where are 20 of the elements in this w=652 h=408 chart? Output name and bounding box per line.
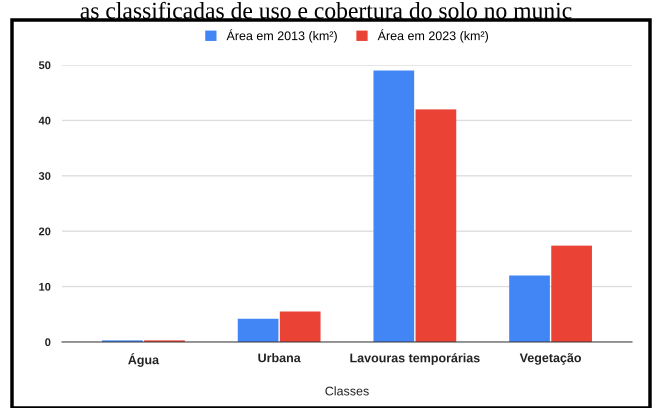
bar: [238, 318, 278, 342]
y-tick-label: 50: [38, 61, 50, 70]
x-tick-label: Água: [128, 353, 160, 367]
bar: [551, 246, 592, 342]
x-tick-label: Vegetação: [520, 353, 582, 365]
y-tick-label: 0: [45, 338, 50, 346]
y-tick-label: 20: [38, 227, 50, 236]
y-tick-label: 10: [39, 282, 50, 291]
bar: [280, 312, 321, 342]
bar: [373, 70, 414, 342]
y-tick-label: 40: [38, 116, 50, 125]
legend-label: Área em 2023 (km²): [378, 29, 488, 43]
x-tick-label: Lavouras temporárias: [350, 353, 480, 365]
x-axis-title: Classes: [325, 386, 369, 396]
bar: [509, 276, 550, 342]
y-tick-label: 30: [38, 172, 50, 180]
legend-label: Área em 2013 (km²): [226, 29, 337, 43]
bar: [416, 109, 456, 342]
x-tick-label: Urbana: [258, 353, 301, 362]
chart-title: as classificadas de uso e cobertura do solo no munic: [80, 2, 572, 19]
